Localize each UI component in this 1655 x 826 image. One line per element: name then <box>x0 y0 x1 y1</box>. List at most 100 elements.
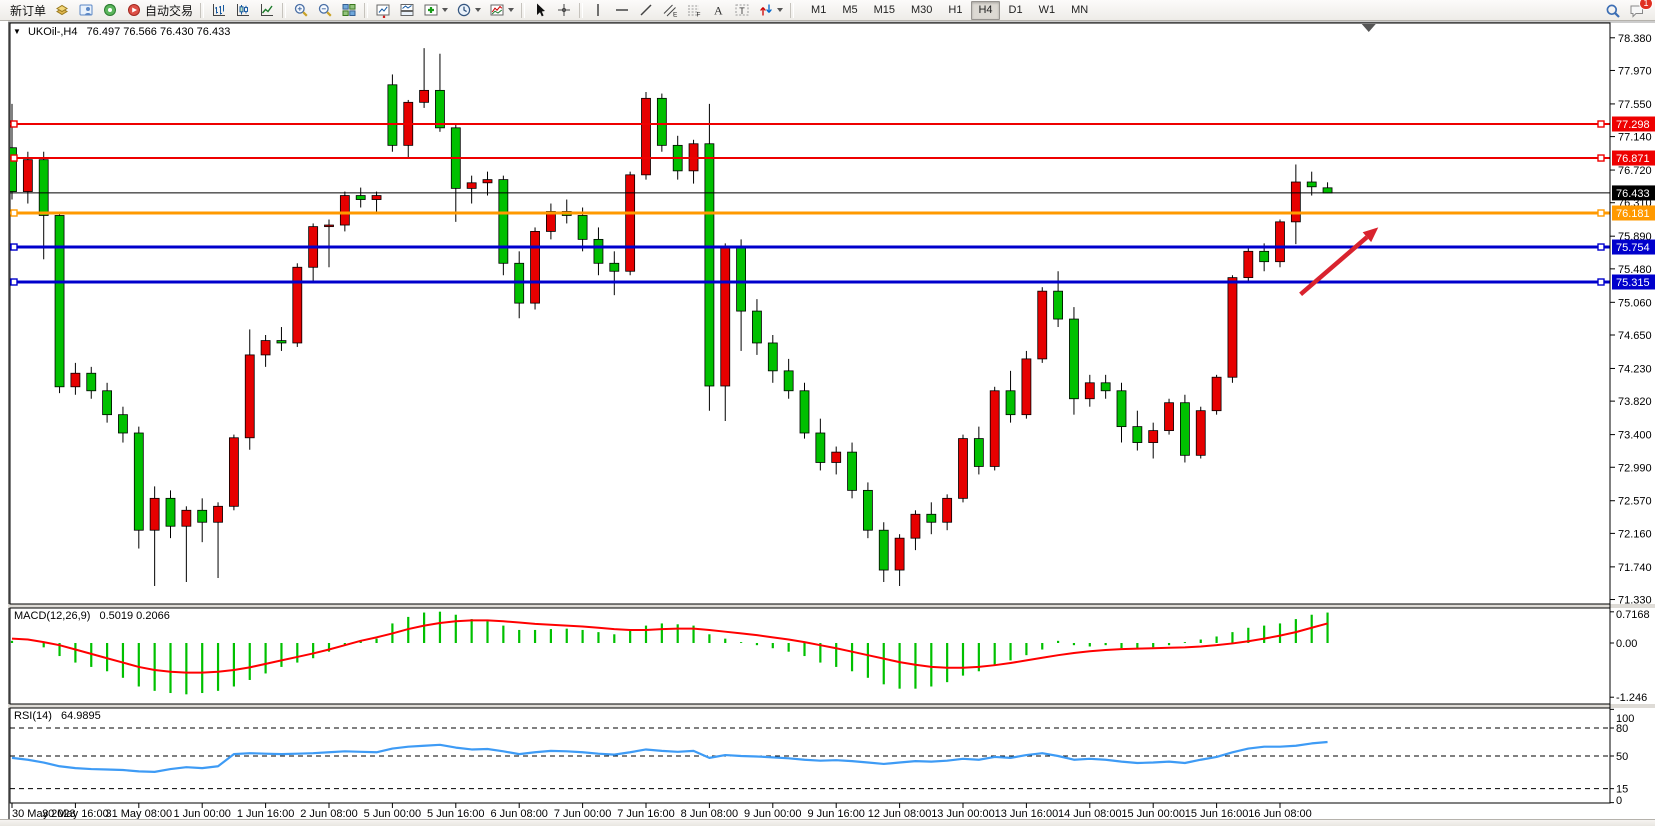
timeframe-m1[interactable]: M1 <box>811 3 827 16</box>
new-chart-icon[interactable] <box>51 1 73 20</box>
templates-icon[interactable] <box>486 1 517 20</box>
autotrade-button <box>126 2 142 18</box>
price-tick-label: 74.230 <box>1618 363 1652 375</box>
fibonacci-icon: F <box>686 2 702 18</box>
tile-windows-icon[interactable] <box>338 1 360 20</box>
chat-icon[interactable]: 1 <box>1626 0 1653 20</box>
rsi-indicator-label: RSI(14) 64.9895 <box>14 710 101 722</box>
candle-body <box>847 451 857 491</box>
timeframe-m15[interactable]: M15 <box>873 3 895 16</box>
text-icon[interactable]: A <box>707 1 729 20</box>
candle-body <box>799 390 810 434</box>
signals-icon[interactable] <box>99 1 121 20</box>
candle-body <box>910 513 921 539</box>
panel-splitter[interactable] <box>8 704 1655 708</box>
timeframe-d1[interactable]: D1 <box>1008 3 1023 16</box>
toolbar-separator <box>579 2 584 18</box>
arrows-icon[interactable] <box>755 1 786 20</box>
candle-body <box>1259 250 1270 263</box>
timeframe-h4[interactable]: H4 <box>971 0 1000 20</box>
candle-body <box>466 182 477 189</box>
macd-name: MACD(12,26,9) <box>14 610 91 622</box>
indicator-window-icon[interactable] <box>372 1 394 20</box>
chevron-down-icon[interactable] <box>442 8 449 12</box>
timeframe-w1[interactable]: W1 <box>1038 3 1056 16</box>
candle-body <box>720 246 731 387</box>
price-axis[interactable]: 78.38077.97077.55077.14076.72076.31075.8… <box>1610 33 1652 607</box>
price-tag-77.298: 77.298 <box>1612 116 1655 132</box>
add-indicator-icon[interactable] <box>420 1 451 20</box>
indicator-subwindow-icon[interactable] <box>396 1 418 20</box>
bar-chart-icon <box>211 2 227 18</box>
hline-handle[interactable] <box>10 209 18 217</box>
time-tick-label: 7 Jun 16:00 <box>617 808 675 820</box>
vertical-line-icon[interactable] <box>587 1 609 20</box>
panel-splitter[interactable] <box>8 604 1655 608</box>
svg-text:E: E <box>673 12 678 19</box>
zoom-in-icon[interactable] <box>290 1 312 20</box>
trendline-icon[interactable] <box>635 1 657 20</box>
equidistant-channel-icon[interactable]: E <box>659 1 681 20</box>
profiles-icon[interactable] <box>75 1 97 20</box>
rsi-name: RSI(14) <box>14 710 52 722</box>
timeframe-m5[interactable]: M5 <box>842 3 858 16</box>
chevron-down-icon[interactable]: ▼ <box>13 27 21 36</box>
timeframe-h1[interactable]: H1 <box>948 3 963 16</box>
price-tick-label: 72.990 <box>1618 462 1652 474</box>
timeframe-m30[interactable]: M30 <box>911 3 933 16</box>
chevron-down-icon[interactable] <box>508 8 515 12</box>
zoom-out-icon[interactable] <box>314 1 336 20</box>
crosshair-icon[interactable] <box>553 1 575 20</box>
hline-handle[interactable] <box>1597 243 1605 251</box>
candle-body <box>1053 290 1063 320</box>
chevron-down-icon[interactable] <box>475 8 482 12</box>
toolbar-separator <box>521 2 526 18</box>
chevron-down-icon[interactable] <box>777 8 784 12</box>
hline-handle[interactable] <box>10 120 18 128</box>
candle-body <box>831 451 842 463</box>
candle-body <box>1005 390 1016 416</box>
rsi-axis-label: 15 <box>1616 784 1628 796</box>
timeframe-mn[interactable]: MN <box>1071 3 1089 16</box>
price-tick-label: 78.380 <box>1618 33 1652 45</box>
price-tag-76.181: 76.181 <box>1612 205 1655 221</box>
horizontal-line-icon[interactable] <box>611 1 633 20</box>
text-icon: A <box>710 2 726 18</box>
trend-arrow-head[interactable] <box>1362 227 1379 243</box>
candle-body <box>1306 181 1317 188</box>
tile-windows-icon <box>341 2 357 18</box>
hline-handle[interactable] <box>10 154 18 162</box>
candle-body <box>244 354 255 439</box>
price-tag-bg <box>1612 205 1655 221</box>
search-icon[interactable] <box>1602 1 1624 20</box>
trend-arrow[interactable] <box>1299 235 1369 297</box>
chart-window-left-border <box>8 22 10 819</box>
hline-handle[interactable] <box>1597 154 1605 162</box>
fibonacci-icon[interactable]: F <box>683 1 705 20</box>
macd-axis-label: 0.00 <box>1616 638 1637 650</box>
time-tick-label: 8 Jun 08:00 <box>681 808 739 820</box>
hline-handle[interactable] <box>10 278 18 286</box>
text-label-icon[interactable]: T <box>731 1 753 20</box>
line-chart-icon[interactable] <box>256 1 278 20</box>
chart-shift-marker[interactable] <box>1361 24 1376 32</box>
candlestick-chart-icon[interactable] <box>232 1 254 20</box>
hline-handle[interactable] <box>1597 278 1605 286</box>
hline-handle[interactable] <box>1597 120 1605 128</box>
periods-clock-icon[interactable] <box>453 1 484 20</box>
autotrade-button[interactable]: 自动交易 <box>123 1 196 20</box>
candle-body <box>435 89 445 129</box>
hline-handle[interactable] <box>1597 209 1605 217</box>
candle-body <box>752 310 762 344</box>
price-tag-bg <box>1612 150 1655 166</box>
cursor-icon[interactable] <box>529 1 551 20</box>
new-order-button[interactable]: 新订单 <box>4 1 49 20</box>
candle-body <box>355 195 366 200</box>
bar-chart-icon[interactable] <box>208 1 230 20</box>
candle-body <box>1116 390 1127 428</box>
candle-body <box>22 159 33 192</box>
hline-handle[interactable] <box>10 243 18 251</box>
